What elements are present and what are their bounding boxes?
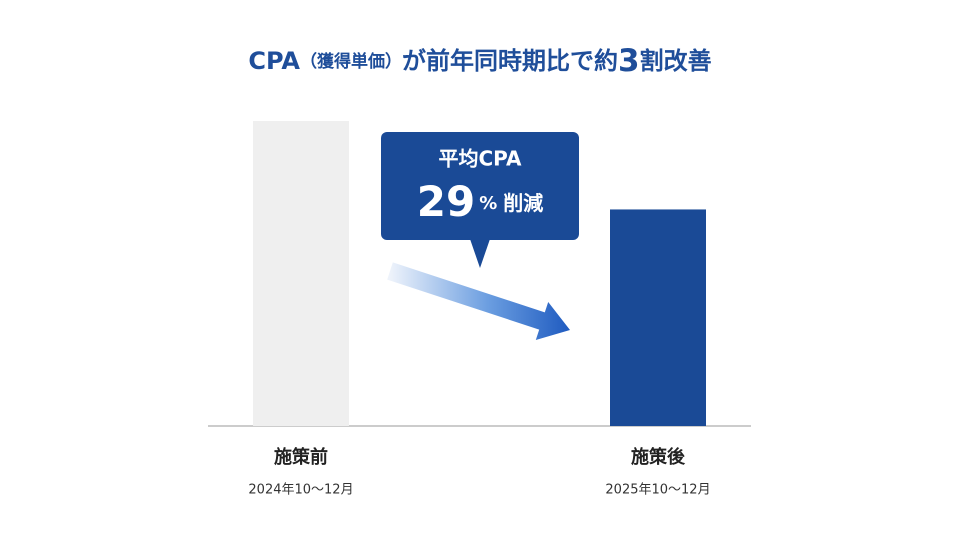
callout-pointer [470, 239, 490, 268]
callout-value-text: 29% 削減 [417, 177, 544, 226]
title-part: 割改善 [640, 47, 712, 75]
period-label: 2025年10〜12月 [605, 483, 710, 498]
bar [253, 121, 349, 426]
bar [610, 209, 706, 426]
callout-value: 29 [417, 177, 475, 226]
callout-suffix: 削減 [503, 191, 543, 215]
category-label: 施策後 [631, 446, 686, 468]
title-part: 3 [618, 43, 640, 79]
title-part: が前年同時期比で約 [402, 47, 618, 75]
category-label: 施策前 [274, 446, 328, 468]
callout-title: 平均CPA [439, 147, 523, 171]
title-part: CPA [248, 47, 300, 75]
callout-unit: % [479, 193, 497, 214]
title-part: （獲得単価） [300, 51, 402, 72]
callout-box [381, 132, 579, 240]
period-label: 2024年10〜12月 [248, 483, 353, 498]
callout: 平均CPA 29% 削減 [381, 132, 579, 268]
trend-arrow [387, 262, 570, 340]
chart-title: CPA（獲得単価）が前年同時期比で約3割改善 [248, 43, 711, 79]
